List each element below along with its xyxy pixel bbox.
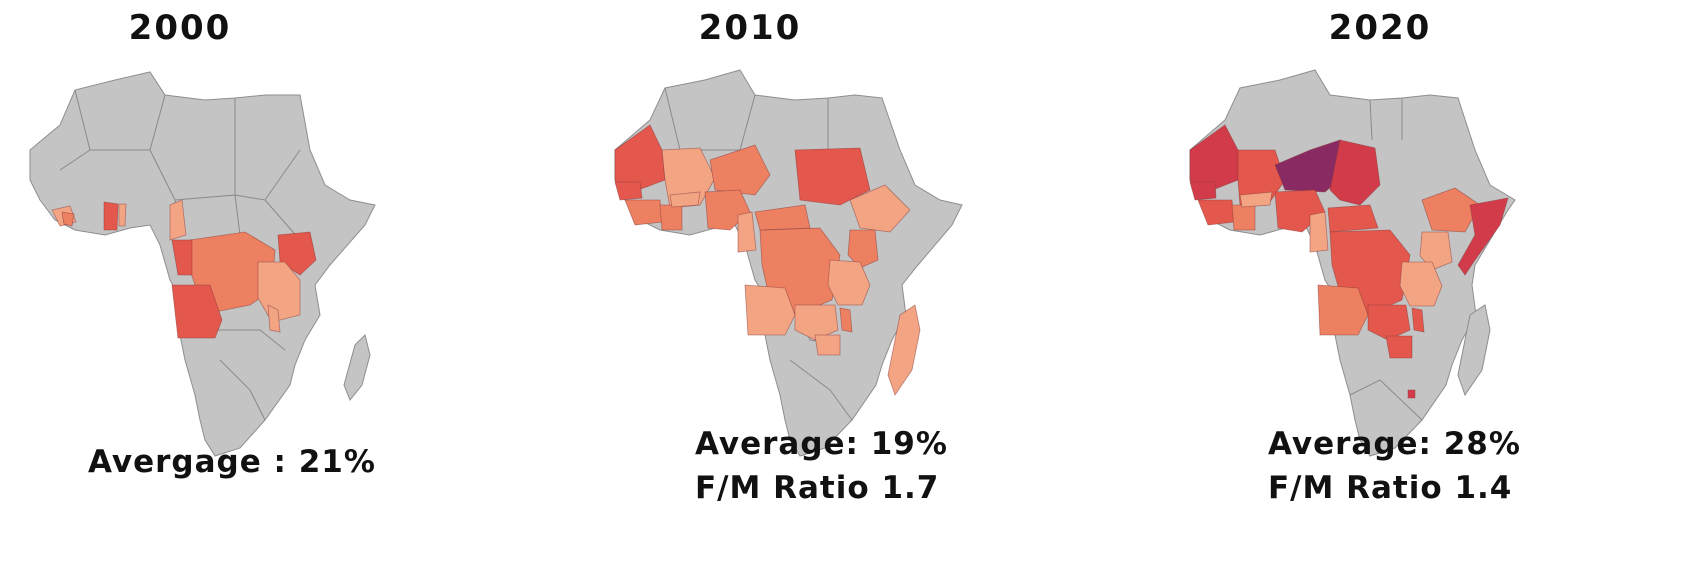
madagascar	[1457, 304, 1491, 397]
country-kenya	[277, 231, 317, 276]
country-mali	[661, 147, 716, 209]
year-title: 2010	[698, 8, 802, 48]
country-benin	[118, 203, 127, 227]
country-angola	[744, 284, 796, 336]
country-angola	[171, 284, 223, 339]
country-kenya	[847, 229, 879, 269]
country-malawi	[1411, 307, 1425, 333]
country-zimbabwe	[814, 334, 841, 356]
africa-map	[614, 69, 963, 457]
average-label: Average: 19%	[695, 426, 948, 462]
country-car	[754, 204, 811, 231]
country-senegal	[614, 181, 643, 201]
average-label: Avergage : 21%	[88, 444, 376, 480]
country-chad	[1329, 139, 1381, 206]
country-cote-divoire	[1231, 204, 1256, 231]
country-zimbabwe	[1385, 335, 1413, 359]
country-burkina	[669, 191, 701, 208]
country-liberia	[61, 211, 75, 227]
country-zambia	[1367, 304, 1411, 341]
ratio-label: F/M Ratio 1.4	[1268, 470, 1513, 506]
average-label: Average: 28%	[1268, 426, 1521, 462]
country-senegal	[1189, 181, 1217, 201]
madagascar	[887, 304, 921, 396]
country-cote-divoire	[659, 204, 683, 231]
map-panel-2010: 2010 Average: 19% F/M Ratio 1.7	[570, 0, 1090, 576]
country-guinea	[624, 199, 663, 226]
country-burkina	[1239, 191, 1273, 208]
map-panel-2000: 2000 Avergage : 21%	[0, 0, 520, 576]
country-ethiopia	[849, 184, 911, 233]
africa-map	[29, 71, 376, 457]
country-ghana	[103, 201, 119, 231]
country-eswatini	[1407, 389, 1416, 399]
country-cameroon	[737, 211, 757, 253]
year-title: 2000	[128, 8, 232, 48]
country-congo	[171, 239, 193, 276]
country-guinea	[1197, 199, 1235, 226]
country-kenya	[1419, 231, 1453, 271]
country-cameroon	[1309, 211, 1329, 253]
country-car	[1327, 204, 1379, 233]
map-panel-2020: 2020 Average: 28% F/M Ratio 1.4	[1140, 0, 1660, 576]
country-angola	[1317, 284, 1369, 336]
country-malawi	[839, 307, 853, 333]
country-cameroon	[169, 199, 187, 241]
country-niger	[709, 144, 771, 196]
country-malawi	[267, 304, 281, 333]
country-somalia	[1457, 197, 1509, 276]
madagascar	[343, 334, 371, 401]
country-tanzania	[827, 259, 871, 306]
year-title: 2020	[1328, 8, 1432, 48]
ratio-label: F/M Ratio 1.7	[695, 470, 940, 506]
country-tanzania	[1399, 261, 1443, 307]
africa-map	[1189, 69, 1516, 457]
